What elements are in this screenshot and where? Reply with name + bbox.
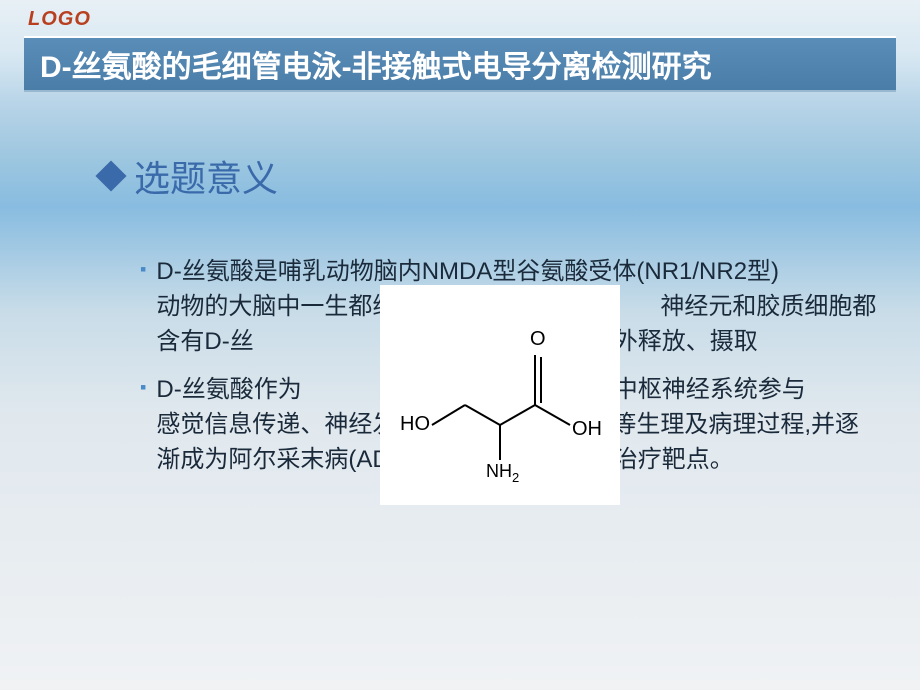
square-bullet-icon: ▪ (140, 377, 146, 477)
slide-title: D-丝氨酸的毛细管电泳-非接触式电导分离检测研究 (40, 42, 712, 86)
title-bar: D-丝氨酸的毛细管电泳-非接触式电导分离检测研究 (24, 36, 896, 92)
diamond-bullet-icon (95, 160, 126, 191)
svg-text:HO: HO (400, 413, 430, 435)
section-title: 选题意义 (134, 150, 278, 202)
chemical-structure: HO NH2 O OH (380, 285, 620, 505)
svg-text:O: O (530, 328, 546, 350)
serine-molecule-icon: HO NH2 O OH (390, 295, 610, 495)
logo-text: LOGO (28, 8, 91, 31)
section-header: 选题意义 (100, 150, 278, 202)
svg-text:NH2: NH2 (486, 461, 519, 485)
svg-text:OH: OH (572, 418, 602, 440)
square-bullet-icon: ▪ (140, 259, 146, 359)
